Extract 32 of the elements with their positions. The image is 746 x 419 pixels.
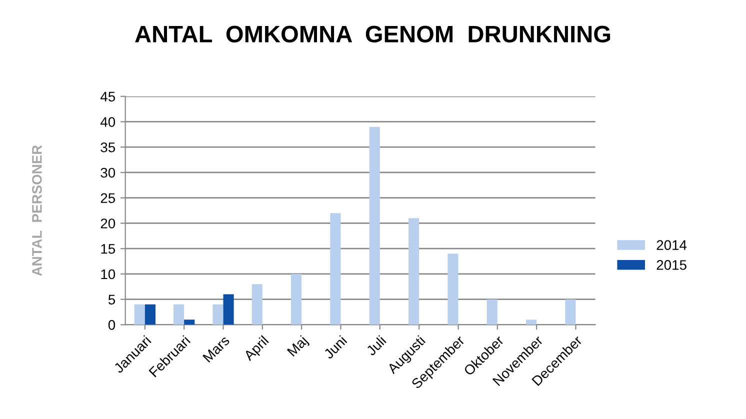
bar xyxy=(174,304,184,325)
y-tick-label: 20 xyxy=(100,218,116,228)
legend-label: 2014 xyxy=(656,240,687,250)
x-tick-label: Juni xyxy=(322,335,348,360)
y-tick-label: 35 xyxy=(100,142,116,152)
bar xyxy=(486,299,498,325)
y-tick-label: 10 xyxy=(101,269,116,280)
y-tick-label: 30 xyxy=(100,168,116,178)
x-tick-label: Maj xyxy=(286,335,310,359)
bar xyxy=(369,126,380,325)
bar xyxy=(223,294,234,325)
y-tick-label: 45 xyxy=(100,92,116,102)
y-tick-label: 40 xyxy=(100,117,116,127)
bar xyxy=(212,304,224,325)
x-tick-label: Juli xyxy=(365,335,386,356)
bar xyxy=(252,284,262,325)
bar xyxy=(134,304,145,325)
y-tick-label: 5 xyxy=(108,294,116,305)
bar xyxy=(408,218,420,325)
y-tick-label: 25 xyxy=(100,193,116,204)
bar xyxy=(526,320,537,325)
legend-label: 2015 xyxy=(656,260,686,270)
bar xyxy=(290,274,302,325)
bar xyxy=(448,254,458,325)
bar xyxy=(184,320,195,325)
bar xyxy=(144,304,156,325)
bar xyxy=(565,299,576,325)
y-tick-label: 15 xyxy=(101,244,116,254)
chart-title: ANTAL OMKOMNA GENOM DRUNKNING xyxy=(135,26,610,42)
y-tick-label: 0 xyxy=(108,320,116,330)
bar xyxy=(330,213,341,325)
y-axis-title: ANTAL PERSONER xyxy=(32,145,42,276)
